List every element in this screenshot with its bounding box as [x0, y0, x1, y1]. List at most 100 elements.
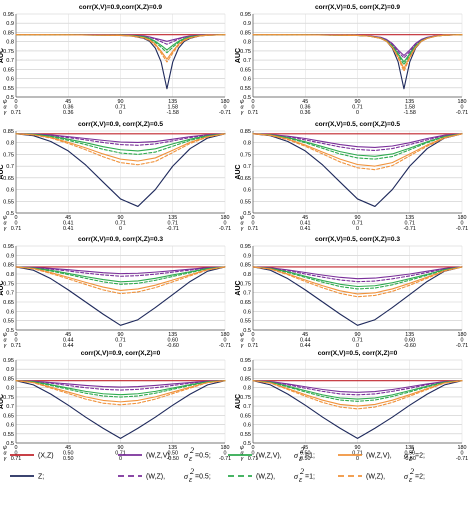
series-wzv1	[15, 266, 226, 283]
panel-6: corr(X,V)=0.5, corr(X,Z)=0.3 0.5 0.55 0.6 0.…	[235, 236, 468, 349]
legend-label: Z;	[38, 474, 44, 481]
series-z	[252, 133, 463, 207]
x-tick-label: 0.71	[352, 338, 363, 344]
x-row-label: γ	[4, 226, 7, 232]
y-tick-label: 0.85	[240, 376, 251, 382]
x-tick-label: 0.60	[168, 338, 179, 344]
y-axis-label: AUC	[0, 164, 5, 179]
y-tick-label: 0.85	[240, 263, 251, 269]
x-tick-label: 0.50	[168, 451, 179, 457]
x-tick-label: -0.50	[167, 456, 179, 462]
x-tick-label: 0	[252, 445, 255, 451]
y-tick-label: 0.65	[3, 300, 14, 306]
x-row-label: ψ	[3, 445, 7, 451]
x-tick-label: 1.58	[168, 105, 179, 111]
legend-item-z: Z;	[10, 474, 44, 481]
panel-title: corr(X,V)=0.9, corr(X,Z)=0	[81, 350, 161, 357]
y-tick-label: 0.7	[243, 291, 251, 297]
series-wzv05	[252, 266, 463, 280]
x-tick-label: 0.50	[405, 451, 416, 457]
legend-label: (W,Z,V),	[366, 453, 392, 460]
x-tick-label: 90	[118, 445, 124, 451]
legend: (X,Z) (W,Z,V), σ ε2=0.5; (W,Z,V), σ ε2=1; (W,Z,…	[10, 446, 425, 484]
legend-label: (W,Z),	[146, 474, 165, 481]
panel-title: corr(X,V)=0.5, corr(X,Z)=0.3	[315, 236, 400, 243]
x-tick-label: 135	[168, 445, 177, 451]
x-row-label: α	[3, 451, 7, 457]
y-tick-label: 0.5	[6, 328, 14, 334]
x-tick-label: 0	[15, 338, 18, 344]
series-wzv1	[252, 380, 463, 400]
y-tick-label: 0.75	[3, 281, 14, 287]
x-tick-label: -0.71	[219, 456, 231, 462]
y-tick-label: 0.7	[243, 164, 251, 170]
series-wzv2	[252, 380, 463, 407]
y-axis-label: AUC	[235, 48, 242, 63]
legend-label: (W,Z,V),	[256, 453, 282, 460]
series-wz05	[252, 133, 463, 151]
y-tick-label: 0.55	[3, 432, 14, 438]
legend-label: (W,Z),	[256, 474, 275, 481]
x-tick-label: 0	[252, 332, 255, 338]
y-tick-label: 0.8	[6, 272, 14, 278]
x-tick-label: 0.71	[248, 110, 259, 116]
x-tick-label: 0.36	[63, 110, 74, 116]
panel-3: corr(X,V)=0.9, corr(X,Z)=0.5 0.5 0.55 0.6 0.…	[0, 121, 231, 232]
y-tick-label: 0.5	[6, 95, 14, 101]
x-tick-label: 0.36	[63, 105, 74, 111]
panel-7: corr(X,V)=0.9, corr(X,Z)=0 0.5 0.55 0.6 0.65…	[0, 350, 231, 462]
x-tick-label: 135	[405, 445, 414, 451]
legend-sigma-symbol: σ	[184, 472, 189, 481]
y-tick-label: 0.85	[240, 129, 251, 135]
x-tick-label: 45	[65, 215, 71, 221]
y-tick-label: 0.65	[240, 300, 251, 306]
y-tick-label: 0.95	[3, 358, 14, 364]
x-tick-label: 0	[15, 105, 18, 111]
x-tick-label: 0.71	[352, 221, 363, 227]
series-wz05	[15, 266, 226, 277]
series-wz1	[15, 266, 226, 285]
x-tick-label: -0.71	[456, 456, 468, 462]
legend-label: (W,Z,V),	[146, 453, 172, 460]
x-tick-label: 0	[252, 99, 255, 105]
panel-title: corr(X,V)=0.9, corr(X,Z)=0.5	[78, 121, 163, 128]
x-tick-label: 0	[15, 99, 18, 105]
x-tick-label: 45	[302, 99, 308, 105]
series-wz1	[252, 380, 463, 402]
y-tick-label: 0.7	[6, 291, 14, 297]
x-tick-label: 0	[224, 451, 227, 457]
series-wz2	[252, 380, 463, 410]
series-wz05	[15, 34, 226, 45]
x-tick-label: 0	[119, 226, 122, 232]
x-tick-label: 135	[168, 215, 177, 221]
y-tick-label: 0.7	[6, 164, 14, 170]
x-row-label: α	[240, 105, 244, 111]
y-tick-label: 0.7	[6, 404, 14, 410]
x-tick-label: 0.71	[115, 451, 126, 457]
x-tick-label: 0.60	[405, 338, 416, 344]
x-tick-label: 0	[15, 332, 18, 338]
legend-sigma-sup: 2	[300, 446, 304, 455]
y-tick-label: 0.5	[6, 211, 14, 217]
legend-item-wzv1: (W,Z,V), σ ε2=1;	[228, 446, 315, 463]
x-tick-label: 0	[356, 110, 359, 116]
x-tick-label: 0.71	[11, 456, 22, 462]
y-tick-label: 0.9	[6, 21, 14, 27]
x-row-label: α	[3, 221, 7, 227]
legend-sigma-sub: ε	[189, 475, 193, 484]
x-tick-label: 0.71	[352, 105, 363, 111]
legend-sigma-sub: ε	[189, 454, 193, 463]
series-wzv05	[15, 266, 226, 275]
legend-sigma-value: =2;	[415, 474, 425, 481]
x-tick-label: 0.71	[248, 456, 259, 462]
series-wz05	[15, 133, 226, 146]
y-tick-label: 0.85	[3, 263, 14, 269]
y-axis-label: AUC	[235, 164, 242, 179]
series-wz2	[15, 34, 226, 63]
x-row-label: ψ	[240, 445, 244, 451]
series-wz05	[252, 266, 463, 283]
y-tick-label: 0.55	[3, 199, 14, 205]
x-tick-label: -0.60	[404, 343, 416, 349]
legend-sigma-value: =1;	[305, 474, 315, 481]
legend-sigma-sup: 2	[410, 467, 414, 476]
